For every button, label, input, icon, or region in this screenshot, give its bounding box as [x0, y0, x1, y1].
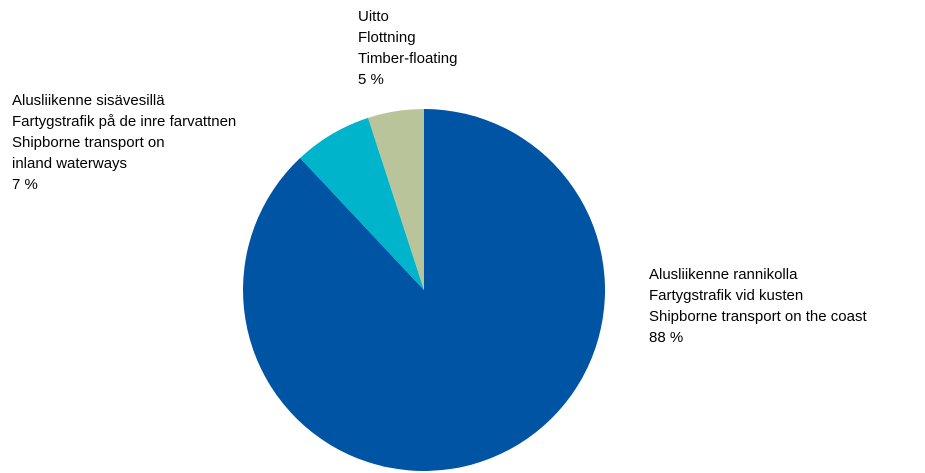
label-inland-en-2: inland waterways	[12, 155, 128, 172]
label-inland-value: 7 %	[12, 176, 38, 193]
pie-slices	[243, 108, 606, 471]
pie-slice-inland-waterways	[300, 117, 424, 290]
label-floating-en: Timber-floating	[358, 50, 458, 67]
label-coast-sv: Fartygstrafik vid kusten	[649, 287, 804, 304]
label-floating: Uitto Flottning Timber-floating 5 %	[358, 6, 457, 90]
label-inland: Alusliikenne sisävesillä Fartygstrafik p…	[12, 90, 236, 195]
pie-slice-coast	[243, 108, 606, 471]
label-floating-fi: Uitto	[358, 8, 389, 25]
label-floating-sv: Flottning	[358, 29, 416, 46]
pie-slice-timber-floating	[368, 109, 424, 290]
label-floating-value: 5 %	[358, 71, 384, 88]
label-inland-fi: Alusliikenne sisävesillä	[12, 92, 165, 109]
label-inland-en-1: Shipborne transport on	[12, 134, 165, 151]
label-coast-fi: Alusliikenne rannikolla	[649, 266, 798, 283]
label-coast: Alusliikenne rannikolla Fartygstrafik vi…	[649, 264, 867, 348]
label-coast-en: Shipborne transport on the coast	[649, 308, 867, 325]
label-coast-value: 88 %	[649, 329, 684, 346]
label-inland-sv: Fartygstrafik på de inre farvattnen	[12, 113, 237, 130]
